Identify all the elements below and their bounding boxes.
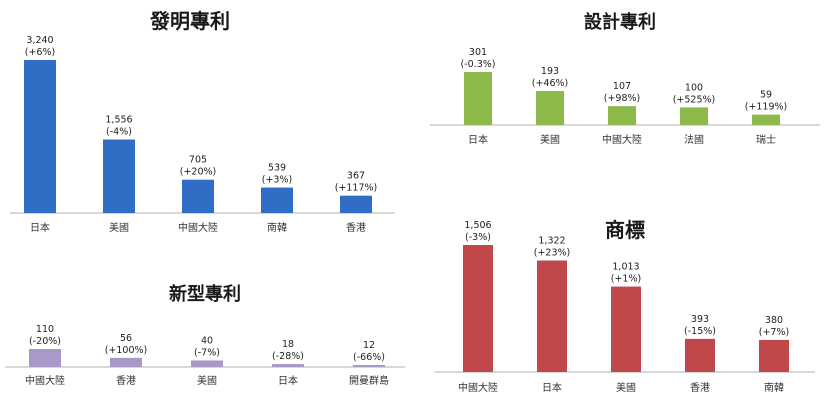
data-label-change: (-4%) — [106, 127, 132, 138]
bar — [272, 364, 304, 367]
chart-title: 設計專利 — [584, 11, 656, 33]
chart-invention-patent: 發明專利 3,240 (+6%) 日本 1,556 (-4%) 美國 705 (+20%) 中國大… — [0, 0, 410, 245]
chart-svg: 新型專利110(-20%)中國大陸56(+100%)香港40(-7%)美國18(… — [5, 283, 405, 387]
chart-design-patent: 設計專利 301 (-0.3%) 日本 193 (+46%) 美國 107 (+98%) 中國大陸… — [425, 0, 825, 160]
data-label-value: 380 — [765, 315, 783, 326]
category-label: 香港 — [116, 375, 136, 387]
category-label: 中國大陸 — [602, 133, 642, 146]
chart-title: 發明專利 — [149, 9, 230, 33]
data-label-value: 393 — [691, 314, 709, 325]
bar — [110, 357, 142, 367]
category-label: 美國 — [540, 133, 560, 146]
chart-trademark: 商標 1,506 (-3%) 中國大陸 1,322 (+23%) 日本 1,013 (+1%) 美… — [425, 205, 825, 406]
category-label: 香港 — [690, 382, 710, 394]
category-label: 日本 — [542, 381, 562, 394]
data-label-change: (+1%) — [611, 274, 641, 285]
data-label-value: 367 — [347, 171, 365, 182]
category-label: 中國大陸 — [25, 374, 65, 387]
bar — [608, 106, 636, 125]
bar — [24, 60, 56, 213]
chart-svg: 發明專利 3,240(+6%) 日本 1,556(-4%) 美國 705(+20%) 中國大… — [10, 9, 395, 234]
chart-title: 商標 — [605, 218, 645, 242]
category-label: 美國 — [109, 221, 129, 234]
category-label: 日本 — [30, 221, 50, 234]
data-label-change: (-0.3%) — [461, 59, 496, 70]
data-label-value: 301 — [469, 47, 487, 58]
data-label-change: (+6%) — [25, 47, 55, 58]
category-label: 美國 — [616, 381, 636, 394]
bar — [463, 245, 493, 372]
chart-svg: 商標 1,506(-3%) 中國大陸 1,322(+23%) 日本 1,013(+1%) 美… — [435, 218, 815, 394]
chart-utility-model: 新型專利 110 (-20%) 中國大陸 56 (+100%) 香港 40 (-7%) 美國 18(… — [0, 270, 410, 406]
chart-svg: 設計專利 301(-0.3%) 日本 193(+46%) 美國 107(+98%) 中國大陸… — [430, 11, 820, 146]
data-label-change: (-3%) — [465, 232, 491, 243]
bar — [536, 91, 564, 125]
data-label-change: (-7%) — [194, 347, 220, 358]
bar — [611, 286, 641, 372]
data-label-change: (+98%) — [604, 93, 641, 104]
data-label-value: 12 — [363, 340, 375, 351]
bar — [353, 365, 385, 367]
data-label-value: 193 — [541, 66, 559, 77]
category-label: 日本 — [468, 133, 488, 146]
data-label-value: 1,013 — [612, 262, 639, 273]
data-label-change: (+3%) — [262, 175, 292, 186]
bar — [680, 107, 708, 125]
data-label-value: 110 — [36, 324, 54, 335]
data-label-change: (-28%) — [272, 351, 304, 362]
data-label-value: 40 — [201, 335, 213, 346]
bar — [29, 349, 61, 367]
category-label: 美國 — [197, 374, 217, 387]
data-label-change: (-66%) — [353, 352, 385, 363]
data-label-change: (+23%) — [534, 248, 571, 259]
data-label-value: 705 — [189, 155, 207, 166]
category-label: 日本 — [278, 374, 298, 387]
category-label: 南韓 — [764, 381, 784, 394]
category-label: 中國大陸 — [458, 381, 498, 394]
bar — [759, 339, 789, 372]
data-label-change: (-20%) — [29, 336, 61, 347]
data-label-change: (+525%) — [673, 94, 716, 105]
bar — [685, 338, 715, 372]
category-label: 香港 — [346, 222, 366, 234]
data-label-change: (+7%) — [759, 327, 789, 338]
bar — [464, 72, 492, 125]
bar — [537, 260, 567, 372]
bar — [191, 360, 223, 367]
data-label-change: (+117%) — [335, 183, 378, 194]
bar — [103, 139, 135, 213]
data-label-value: 1,506 — [464, 220, 491, 231]
bar — [261, 187, 293, 213]
category-label: 法國 — [684, 133, 704, 146]
category-label: 瑞士 — [756, 133, 776, 146]
data-label-change: (-15%) — [684, 326, 716, 337]
data-label-value: 539 — [268, 163, 286, 174]
data-label-value: 100 — [685, 82, 703, 93]
data-label-change: (+46%) — [532, 78, 569, 89]
data-label-value: 1,556 — [105, 115, 132, 126]
data-label-change: (+100%) — [105, 345, 148, 356]
data-label-value: 18 — [282, 339, 294, 350]
category-label: 中國大陸 — [178, 221, 218, 234]
data-label-value: 1,322 — [538, 236, 565, 247]
data-label-value: 59 — [760, 90, 772, 101]
category-label: 南韓 — [267, 221, 287, 234]
data-label-change: (+20%) — [180, 167, 217, 178]
data-label-value: 107 — [613, 81, 631, 92]
category-label: 開曼群島 — [349, 374, 389, 387]
bar — [182, 179, 214, 213]
chart-title: 新型專利 — [169, 283, 241, 305]
data-label-change: (+119%) — [745, 102, 788, 113]
bar — [340, 195, 372, 213]
data-label-value: 56 — [120, 333, 132, 344]
data-label-value: 3,240 — [26, 35, 53, 46]
bar — [752, 114, 780, 125]
